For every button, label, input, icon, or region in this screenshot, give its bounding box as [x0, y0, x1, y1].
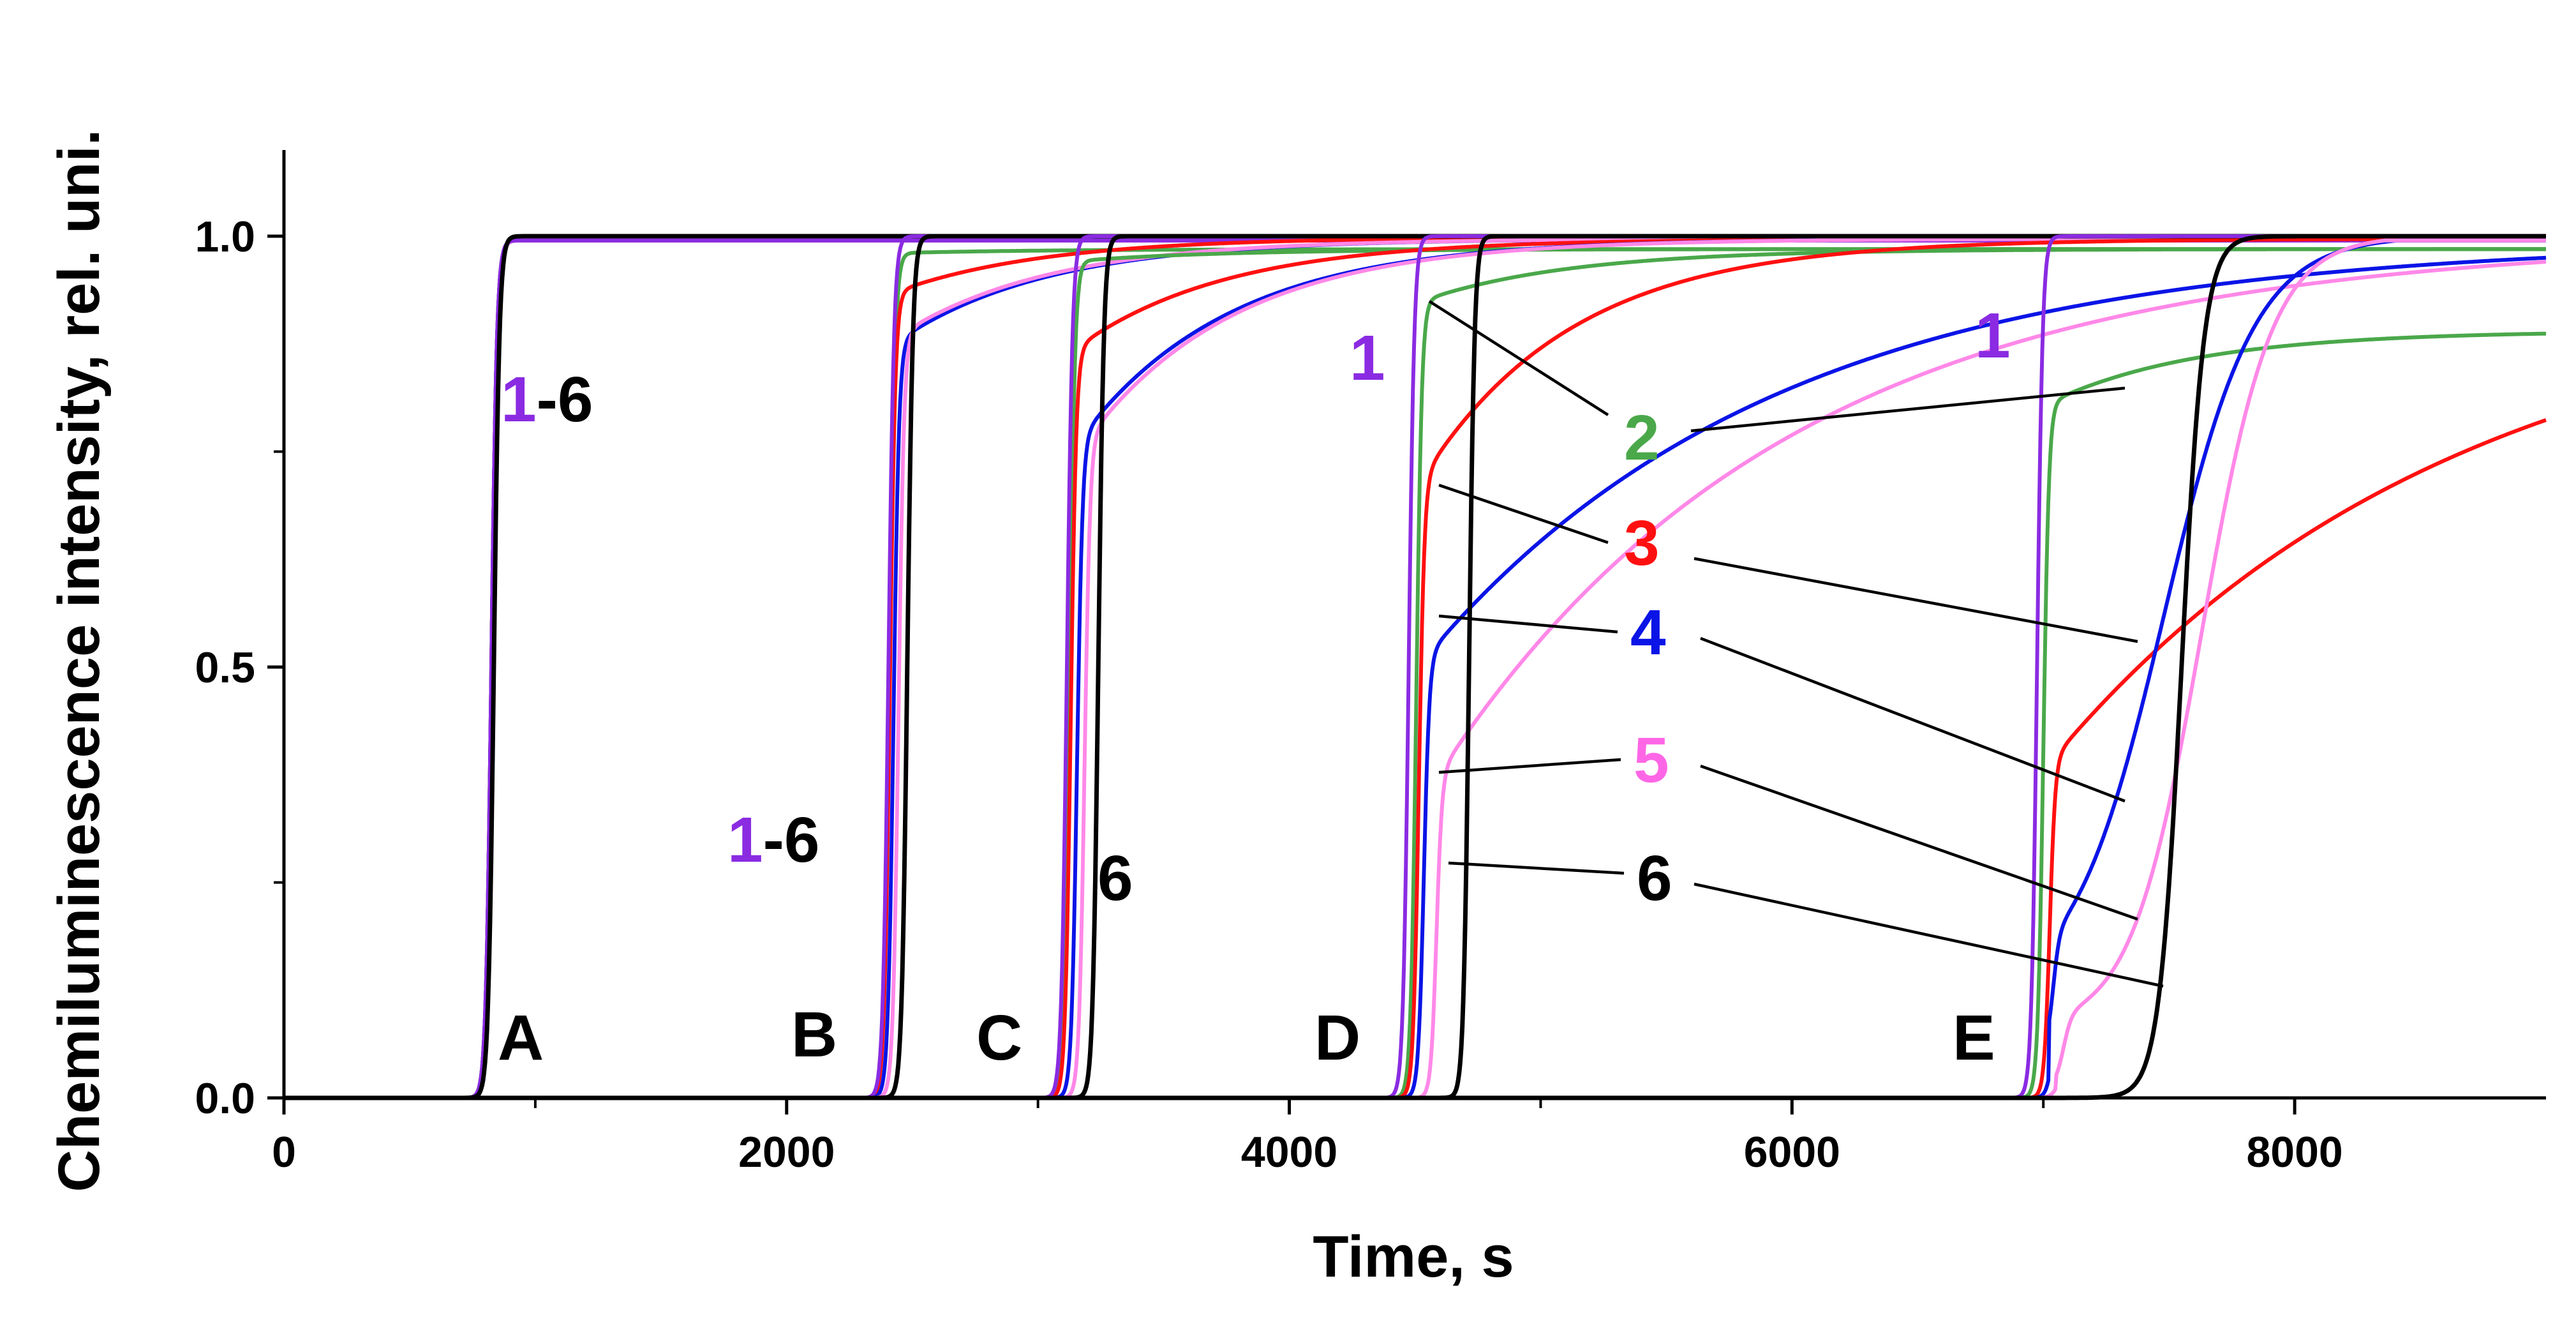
leader-4a — [1438, 614, 1618, 634]
y-tick-label-0.0: 0.0 — [195, 1074, 255, 1123]
group-letter-a: A — [498, 1002, 544, 1074]
axes-layer: 0 2000 4000 6000 8000 0.0 0.5 1.0 — [195, 150, 2546, 1176]
curve-label-6: 6 — [1637, 843, 1672, 914]
annotation-layer: 1-6 1-6 6 1 1 A B C D E 2 3 4 5 6 — [498, 300, 2164, 1074]
leader-6a — [1448, 861, 1625, 875]
leader-5b — [1700, 764, 2138, 921]
series-layer — [283, 234, 2547, 1100]
x-tick-label-2000: 2000 — [738, 1128, 835, 1176]
leader-6b — [1694, 882, 2164, 988]
group-letter-d: D — [1314, 1002, 1360, 1074]
x-tick-label-6000: 6000 — [1744, 1128, 1840, 1176]
leader-4b — [1700, 636, 2126, 803]
group-b-label-1-6: 1-6 — [727, 804, 820, 876]
leader-2b — [1690, 386, 2126, 433]
curve-label-4: 4 — [1630, 597, 1666, 668]
group-e-label-1: 1 — [1975, 300, 2011, 372]
group-a-label-1: 1-6 — [501, 364, 593, 435]
group-d-label-1: 1 — [1350, 322, 1385, 394]
curve-label-3: 3 — [1624, 507, 1660, 579]
leader-3b — [1694, 557, 2138, 643]
x-tick-label-8000: 8000 — [2246, 1128, 2342, 1176]
leader-2a — [1428, 300, 1609, 416]
leader-3a — [1438, 483, 1609, 544]
group-letter-e: E — [1953, 1002, 1995, 1074]
group-letter-b: B — [791, 999, 837, 1070]
group-c-label-6: 6 — [1098, 843, 1133, 914]
x-tick-label-0: 0 — [272, 1128, 296, 1176]
curve-label-5: 5 — [1634, 724, 1669, 796]
y-axis-title: Chemiluminescence intensity, rel. uni. — [47, 130, 112, 1192]
x-tick-label-4000: 4000 — [1241, 1128, 1337, 1176]
y-tick-label-0.5: 0.5 — [195, 643, 255, 692]
x-axis-title: Time, s — [1313, 1224, 1514, 1289]
leader-5a — [1438, 758, 1621, 774]
group-letter-c: C — [976, 1002, 1022, 1074]
y-tick-label-1.0: 1.0 — [195, 213, 255, 261]
curve-label-2: 2 — [1624, 402, 1660, 474]
